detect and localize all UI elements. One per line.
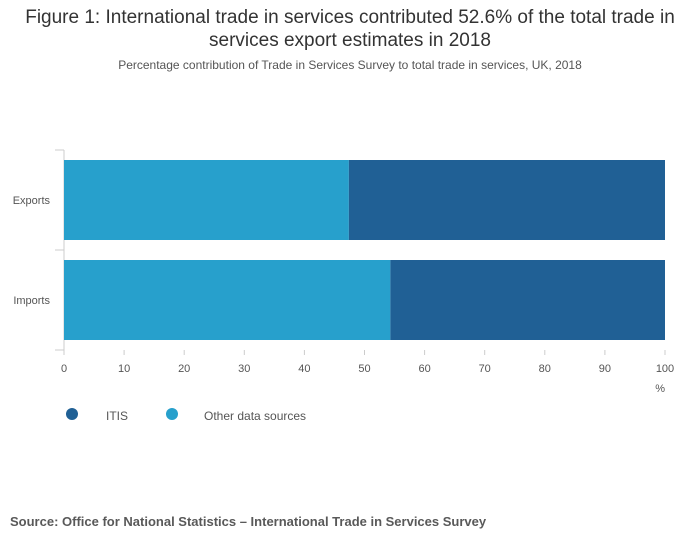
x-tick-label: 40 bbox=[298, 363, 310, 375]
category-label-exports: Exports bbox=[13, 195, 51, 207]
bar-other-data-sources-exports bbox=[64, 160, 349, 240]
legend-label-itis: ITIS bbox=[106, 409, 129, 423]
bar-itis-exports bbox=[348, 160, 665, 240]
x-axis-unit-label: % bbox=[655, 383, 665, 395]
bar-itis-imports bbox=[390, 260, 665, 340]
x-tick-label: 60 bbox=[418, 363, 430, 375]
legend-label-other-sources: Other data sources bbox=[204, 409, 307, 423]
x-tick-label: 0 bbox=[61, 363, 67, 375]
source-note: Source: Office for National Statistics –… bbox=[10, 514, 487, 529]
x-tick-label: 100 bbox=[656, 363, 674, 375]
chart-subtitle: Percentage contribution of Trade in Serv… bbox=[118, 58, 582, 72]
x-tick-label: 70 bbox=[479, 363, 491, 375]
legend-swatch-itis bbox=[66, 408, 78, 420]
x-tick-label: 80 bbox=[539, 363, 551, 375]
category-label-imports: Imports bbox=[13, 295, 50, 307]
x-tick-label: 10 bbox=[118, 363, 130, 375]
x-tick-label: 20 bbox=[178, 363, 190, 375]
bar-chart: Exports Imports 0 10 20 30 40 50 60 70 80 90 100% bbox=[13, 149, 674, 395]
chart-title: Figure 1: International trade in service… bbox=[25, 7, 675, 51]
x-tick-label: 50 bbox=[358, 363, 370, 375]
bar-other-data-sources-imports bbox=[64, 260, 391, 340]
x-tick-label: 30 bbox=[238, 363, 250, 375]
x-tick-label: 90 bbox=[599, 363, 611, 375]
legend-swatch-other-sources bbox=[166, 408, 178, 420]
